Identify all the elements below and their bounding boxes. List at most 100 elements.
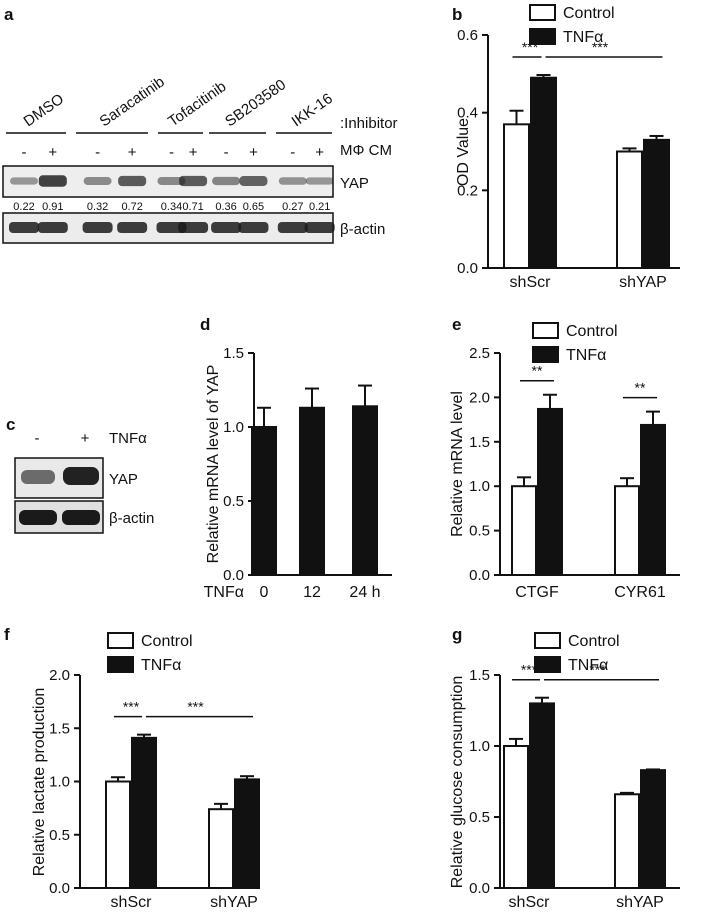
blot-c-sign-0: - (35, 430, 40, 447)
inhibitor-label-4: IKK-16 (289, 90, 336, 130)
d-ytick-label-2: 1.0 (223, 419, 244, 436)
g-legend-swatch-1 (534, 656, 561, 673)
g-bar-1-0 (614, 793, 640, 890)
e-bar-0-1 (537, 407, 563, 576)
b-legend-label-0: Control (563, 5, 615, 22)
e-ytick-label-2: 1.0 (469, 478, 490, 495)
blot-c-yap-band-1 (63, 467, 99, 485)
inhibitor-label-0: DMSO (21, 91, 68, 131)
f-ytick-label-1: 0.5 (49, 827, 70, 844)
blot-a-quant-0: 0.22 (13, 201, 34, 213)
blot-a-yap-band-1 (38, 175, 67, 187)
f-bar-0-1 (131, 736, 157, 890)
blot-a-yap-band-6 (212, 176, 241, 186)
mphi-sign-8: - (290, 144, 295, 161)
d-xtick-label-0: 0 (260, 584, 269, 601)
d-ytick-label-1: 0.5 (223, 493, 244, 510)
blot-a-actin-band-1 (37, 222, 68, 233)
chart-e: 0.0 0.5 1.0 1.5 2.0 2.5 Relative mRNA level CTG… (449, 322, 680, 601)
e-legend-label-0: Control (566, 323, 618, 340)
f-ytick-label-4: 2.0 (49, 667, 70, 684)
g-ytick-label-2: 1.0 (469, 738, 490, 755)
e-ytick-label-1: 0.5 (469, 523, 490, 540)
panel-letter-e: e (452, 315, 461, 334)
g-legend-swatch-0 (534, 632, 561, 649)
panel-letter-f: f (4, 625, 10, 644)
blot-a-yap-band-8 (278, 177, 307, 185)
blot-c: - + TNFα YAP β-actin (14, 430, 154, 534)
b-bar-1-0 (616, 150, 643, 269)
b-legend-label-1: TNFα (563, 29, 603, 46)
blot-c-sign-1: + (81, 430, 90, 447)
blot-c-protein-yap: YAP (109, 471, 138, 488)
f-sig-label-1: *** (187, 699, 204, 715)
inhibitor-label-2: Tofacitinib (165, 78, 229, 130)
b-bar-0-0 (503, 123, 530, 269)
b-legend-swatch-1 (529, 28, 556, 45)
g-sig-label-0: *** (521, 662, 538, 678)
f-ylabel: Relative lactate production (31, 688, 48, 877)
g-ytick-label-1: 0.5 (469, 809, 490, 826)
f-legend-label-1: TNFα (141, 657, 181, 674)
f-sig-label-0: *** (123, 699, 140, 715)
g-xtick-label-1: shYAP (616, 894, 664, 911)
b-legend-swatch-0 (529, 4, 556, 21)
blot-c-protein-actin: β-actin (109, 510, 154, 527)
blot-c-treatment-label: TNFα (109, 430, 147, 447)
e-ytick-label-3: 1.5 (469, 434, 490, 451)
e-sig-label-0: ** (532, 363, 543, 379)
g-bar-0-1 (529, 702, 555, 890)
f-ytick-label-3: 1.5 (49, 720, 70, 737)
panel-letter-b: b (452, 5, 462, 24)
blot-a-quant-4: 0.34 (161, 201, 182, 213)
g-ylabel: Relative glucose consumption (449, 676, 466, 889)
e-ytick-label-4: 2.0 (469, 389, 490, 406)
mphi-sign-9: + (315, 144, 324, 161)
b-bar-1-1 (643, 138, 670, 269)
e-bar-0-0 (511, 485, 537, 577)
b-ytick-label-3: 0.6 (457, 27, 478, 44)
blot-a-yap-band-7 (239, 176, 268, 186)
e-legend-swatch-0 (532, 322, 559, 339)
blot-a-actin-band-8 (277, 222, 308, 233)
b-ytick-label-0: 0.0 (457, 260, 478, 277)
mphi-sign-1: + (48, 144, 57, 161)
f-legend-label-0: Control (141, 633, 193, 650)
d-xtick-label-2: 24 h (349, 584, 380, 601)
mphi-sign-5: + (189, 144, 198, 161)
blot-a-actin-band-7 (238, 222, 269, 233)
blot-a-quant-6: 0.36 (215, 201, 236, 213)
f-bar-1-0 (208, 808, 234, 889)
treatment-label: MΦ CM (340, 142, 392, 159)
e-xtick-label-0: CTGF (515, 584, 559, 601)
blot-a-yap-band-5 (179, 175, 208, 187)
blot-a-quant-1: 0.91 (42, 201, 63, 213)
b-xtick-label-0: shScr (510, 274, 552, 291)
g-sig-label-1: *** (589, 662, 606, 678)
g-legend-label-1: TNFα (568, 657, 608, 674)
mphi-sign-2: - (95, 144, 100, 161)
mphi-sign-6: - (224, 144, 229, 161)
blot-a-yap-band-4 (157, 176, 186, 186)
panel-letter-c: c (6, 415, 15, 434)
blot-c-yap-band-0 (21, 470, 55, 484)
g-legend-label-0: Control (568, 633, 620, 650)
mphi-sign-4: - (169, 144, 174, 161)
g-xtick-label-0: shScr (509, 894, 551, 911)
b-ytick-label-2: 0.4 (457, 105, 478, 122)
f-ytick-label-0: 0.0 (49, 880, 70, 897)
blot-a-quant-2: 0.32 (87, 201, 108, 213)
g-bar-0-0 (503, 745, 529, 889)
e-ytick-label-5: 2.5 (469, 345, 490, 362)
d-ytick-label-0: 0.0 (223, 567, 244, 584)
blot-a-yap-band-0 (10, 177, 38, 185)
mphi-sign-0: - (22, 144, 27, 161)
inhibitor-label-3: SB203580 (222, 76, 289, 130)
e-bar-1-0 (614, 485, 640, 577)
mphi-sign-7: + (249, 144, 258, 161)
f-xtick-label-1: shYAP (210, 894, 258, 911)
